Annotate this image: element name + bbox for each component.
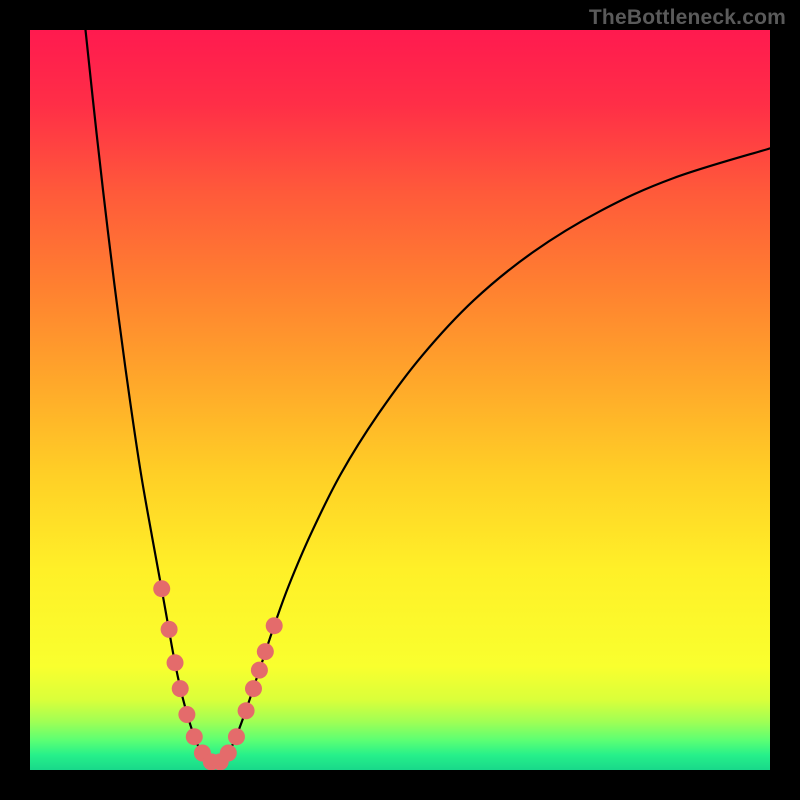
bottleneck-curve-chart <box>30 30 770 770</box>
plot-area <box>30 30 770 770</box>
data-marker <box>161 621 178 638</box>
data-marker <box>257 643 274 660</box>
data-marker <box>238 702 255 719</box>
watermark-label: TheBottleneck.com <box>589 6 786 30</box>
data-marker <box>245 680 262 697</box>
data-marker <box>178 706 195 723</box>
data-marker <box>251 662 268 679</box>
data-marker <box>186 728 203 745</box>
data-marker <box>220 744 237 761</box>
data-marker <box>153 580 170 597</box>
data-marker <box>167 654 184 671</box>
data-marker <box>172 680 189 697</box>
data-marker <box>266 617 283 634</box>
gradient-background <box>30 30 770 770</box>
data-marker <box>228 728 245 745</box>
chart-canvas: TheBottleneck.com <box>0 0 800 800</box>
